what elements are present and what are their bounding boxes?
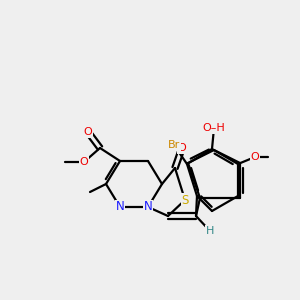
Text: O: O bbox=[250, 152, 260, 162]
Text: H: H bbox=[206, 226, 214, 236]
Text: N: N bbox=[144, 200, 152, 214]
Text: N: N bbox=[116, 200, 124, 214]
Text: O: O bbox=[80, 157, 88, 167]
Text: O: O bbox=[178, 143, 186, 153]
Text: O–H: O–H bbox=[202, 123, 225, 133]
Text: O: O bbox=[84, 127, 92, 137]
Text: S: S bbox=[181, 194, 189, 206]
Text: Br: Br bbox=[168, 140, 180, 150]
